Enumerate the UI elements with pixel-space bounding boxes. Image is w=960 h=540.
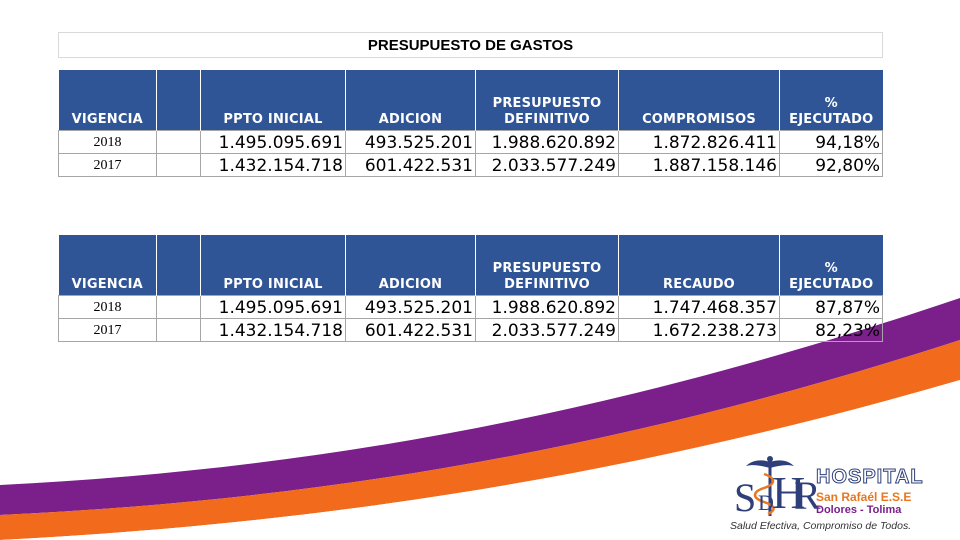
cell-definitivo: 1.988.620.892 [475, 294, 619, 319]
cell-definitivo: 2.033.577.249 [475, 317, 619, 342]
caduceus-monogram: S H D R [728, 454, 821, 520]
table-row: 2018 1.495.095.691 493.525.201 1.988.620… [58, 129, 884, 154]
header-vigencia: VIGENCIA [58, 235, 157, 295]
header-compromisos: COMPROMISOS [618, 70, 780, 130]
gastos-recaudo-table: VIGENCIA PPTO INICIAL ADICION PRESUPUEST… [58, 235, 883, 342]
caduceus-icon [746, 456, 794, 516]
header-vigencia: VIGENCIA [58, 70, 157, 130]
header-presupuesto-definitivo: PRESUPUESTO DEFINITIVO [475, 70, 619, 130]
white-lower-area [0, 380, 960, 540]
header-blank [156, 70, 201, 130]
page-title: PRESUPUESTO DE GASTOS [57, 32, 884, 58]
cell-ppto-inicial: 1.495.095.691 [200, 129, 346, 154]
cell-pct: 92,80% [778, 152, 884, 177]
header-pct-line2: EJECUTADO [789, 276, 874, 292]
header-adicion: ADICION [345, 70, 476, 130]
logo-letter-d: D [758, 490, 774, 515]
logo-letter-r: R [794, 473, 821, 518]
logo-hospital-subtitle: San Rafaél E.S.E [816, 490, 912, 504]
logo-letter-s: S [734, 475, 757, 520]
cell-vigencia: 2017 [58, 152, 157, 177]
cell-recaudo: 1.747.468.357 [618, 294, 780, 319]
logo-slogan: Salud Efectiva, Compromiso de Todos. [730, 520, 912, 532]
table-row: 2018 1.495.095.691 493.525.201 1.988.620… [58, 294, 883, 319]
cell-vigencia: 2017 [58, 317, 157, 342]
orange-swoosh-band [0, 340, 960, 540]
cell-compromisos: 1.887.158.146 [618, 152, 780, 177]
cell-adicion: 601.422.531 [345, 317, 476, 342]
cell-blank [156, 294, 201, 319]
cell-adicion: 493.525.201 [345, 294, 476, 319]
cell-ppto-inicial: 1.495.095.691 [200, 294, 346, 319]
header-presupuesto-line2: DEFINITIVO [504, 276, 590, 292]
cell-adicion: 601.422.531 [345, 152, 476, 177]
header-presupuesto-definitivo: PRESUPUESTO DEFINITIVO [475, 235, 619, 295]
cell-adicion: 493.525.201 [345, 129, 476, 154]
gastos-compromisos-table: PRESUPUESTO DE GASTOS VIGENCIA PPTO INIC… [57, 32, 884, 177]
header-recaudo: RECAUDO [618, 235, 780, 295]
cell-vigencia: 2018 [58, 294, 157, 319]
logo-hospital-location: Dolores - Tolima [816, 504, 902, 516]
cell-blank [156, 129, 201, 154]
logo-hospital-name: HOSPITAL [816, 466, 924, 489]
cell-compromisos: 1.872.826.411 [618, 129, 780, 154]
cell-definitivo: 2.033.577.249 [475, 152, 619, 177]
header-presupuesto-line1: PRESUPUESTO [492, 95, 602, 111]
cell-ppto-inicial: 1.432.154.718 [200, 317, 346, 342]
header-pct-ejecutado: % EJECUTADO [779, 235, 883, 295]
cell-ppto-inicial: 1.432.154.718 [200, 152, 346, 177]
cell-blank [156, 317, 201, 342]
header-adicion: ADICION [345, 235, 476, 295]
cell-definitivo: 1.988.620.892 [475, 129, 619, 154]
hospital-logo: S H D R HOSPITAL San Rafaél E.S.E Dolore… [728, 452, 950, 538]
cell-recaudo: 1.672.238.273 [618, 317, 780, 342]
cell-pct: 82,23% [779, 317, 883, 342]
header-pct-ejecutado: % EJECUTADO [778, 70, 883, 130]
header-ppto-inicial: PPTO INICIAL [200, 235, 346, 295]
cell-pct: 94,18% [778, 129, 884, 154]
header-presupuesto-line2: DEFINITIVO [504, 111, 590, 127]
header-pct-line1: % [824, 260, 838, 276]
logo-letter-h: H [772, 467, 806, 518]
purple-swoosh-band [0, 298, 960, 515]
cell-blank [156, 152, 201, 177]
header-blank [156, 235, 201, 295]
header-ppto-inicial: PPTO INICIAL [200, 70, 346, 130]
header-pct-line1: % [824, 95, 838, 111]
header-pct-line2: EJECUTADO [789, 111, 874, 127]
cell-pct: 87,87% [779, 294, 883, 319]
cell-vigencia: 2018 [58, 129, 157, 154]
table-row: 2017 1.432.154.718 601.422.531 2.033.577… [58, 152, 884, 177]
header-presupuesto-line1: PRESUPUESTO [492, 260, 602, 276]
table-row: 2017 1.432.154.718 601.422.531 2.033.577… [58, 317, 883, 342]
